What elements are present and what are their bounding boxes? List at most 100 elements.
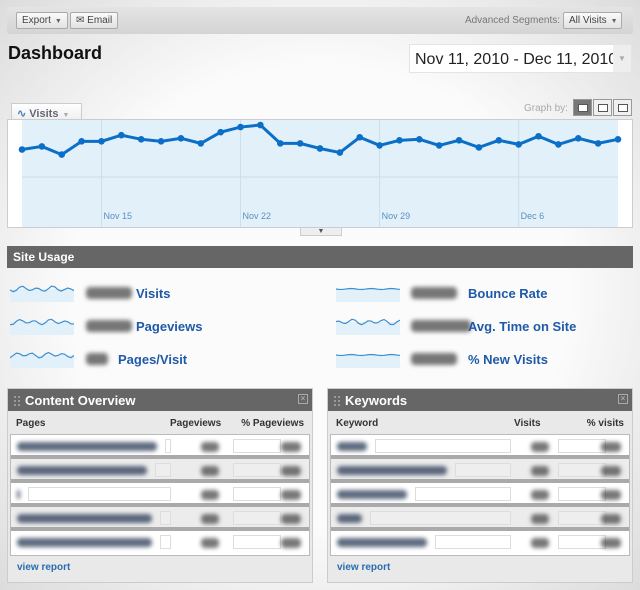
content-overview-header[interactable]: Content Overview × <box>8 389 312 411</box>
data-point[interactable] <box>614 136 622 143</box>
metric-label-link[interactable]: Avg. Time on Site <box>468 319 577 334</box>
data-point[interactable] <box>336 149 344 156</box>
data-point[interactable] <box>58 151 66 158</box>
graph-by-label: Graph by: <box>524 103 568 114</box>
x-tick-label: Nov 29 <box>382 211 411 221</box>
data-point[interactable] <box>157 138 165 145</box>
date-range-picker[interactable]: Nov 11, 2010 - Dec 11, 2010 ▼ <box>409 44 632 73</box>
data-point[interactable] <box>296 140 304 147</box>
data-point[interactable] <box>217 128 224 136</box>
data-point[interactable] <box>257 121 264 129</box>
data-point[interactable] <box>376 142 383 149</box>
data-point[interactable] <box>475 144 483 151</box>
table-row[interactable] <box>11 531 309 555</box>
metric-selector-tab[interactable]: ∿ Visits ▼ <box>11 103 82 121</box>
site-usage-header: Site Usage <box>7 246 633 268</box>
line-chart-icon: ∿ <box>17 108 27 120</box>
table-row[interactable] <box>331 435 629 459</box>
data-point[interactable] <box>98 138 105 145</box>
data-point[interactable] <box>495 137 503 144</box>
data-point[interactable] <box>18 146 26 153</box>
table-row[interactable] <box>11 507 309 531</box>
metric-label-link[interactable]: Pageviews <box>136 319 203 334</box>
metric-bounce-rate: Bounce Rate <box>336 284 636 302</box>
keywords-header[interactable]: Keywords × <box>328 389 632 411</box>
data-point[interactable] <box>396 137 403 144</box>
close-icon[interactable]: × <box>618 394 628 404</box>
data-point[interactable] <box>574 134 582 142</box>
date-range-text: Nov 11, 2010 - Dec 11, 2010 <box>415 51 618 68</box>
sparkline <box>336 318 400 335</box>
bar-cell <box>28 487 171 501</box>
chevron-down-icon[interactable]: ▼ <box>613 45 631 72</box>
row-label-redacted <box>337 514 362 523</box>
table-row[interactable] <box>331 483 629 507</box>
table-row[interactable] <box>331 531 629 555</box>
metric-label-link[interactable]: Bounce Rate <box>468 286 548 301</box>
data-point[interactable] <box>78 138 85 145</box>
metric-tab-label: Visits <box>29 108 59 120</box>
table-row[interactable] <box>11 483 309 507</box>
bar-cell <box>455 463 511 477</box>
metric-visits: Visits <box>10 284 310 302</box>
bar-cell <box>233 439 281 453</box>
table-row[interactable] <box>331 507 629 531</box>
chart-expand-handle[interactable]: ▼ <box>300 227 342 236</box>
value-redacted <box>201 514 219 524</box>
row-label-redacted <box>17 442 157 451</box>
data-point[interactable] <box>416 136 423 143</box>
data-point[interactable] <box>594 140 602 147</box>
metric-value-redacted <box>86 287 132 299</box>
keywords-panel: Keywords × Keyword Visits % visits view r… <box>327 388 633 583</box>
data-point[interactable] <box>177 134 185 142</box>
metric-label-link[interactable]: Visits <box>136 286 171 301</box>
data-point[interactable] <box>38 143 46 150</box>
metric-label-link[interactable]: Pages/Visit <box>118 352 188 367</box>
column-header: Visits <box>514 418 541 429</box>
percent-redacted <box>281 490 301 500</box>
data-point[interactable] <box>356 133 364 141</box>
data-point[interactable] <box>455 137 463 144</box>
data-point[interactable] <box>316 145 324 152</box>
data-point[interactable] <box>118 131 125 139</box>
data-point[interactable] <box>276 140 284 147</box>
table-row[interactable] <box>331 459 629 483</box>
row-label-redacted <box>337 490 407 499</box>
drag-handle-icon[interactable] <box>334 396 340 406</box>
bar-cell <box>233 487 281 501</box>
metric-value-redacted <box>411 287 457 299</box>
percent-redacted <box>281 538 301 548</box>
email-button[interactable]: ✉ Email <box>70 12 119 29</box>
sparkline <box>10 351 74 368</box>
drag-handle-icon[interactable] <box>14 396 20 406</box>
sparkline <box>336 287 400 302</box>
graph-by-month-button[interactable] <box>613 99 632 116</box>
value-redacted <box>531 538 549 548</box>
graph-by-week-button[interactable] <box>593 99 612 116</box>
close-icon[interactable]: × <box>298 394 308 404</box>
export-button[interactable]: Export ▼ <box>16 12 68 29</box>
visits-chart: Nov 15 Nov 22 Nov 29 Dec 6 <box>7 119 633 228</box>
percent-redacted <box>601 514 621 524</box>
graph-by-day-button[interactable] <box>573 99 592 116</box>
column-header: Pages <box>16 418 46 429</box>
metric-label-link[interactable]: % New Visits <box>468 352 548 367</box>
data-point[interactable] <box>435 142 443 149</box>
table-row[interactable] <box>11 459 309 483</box>
data-point[interactable] <box>237 123 244 131</box>
segments-dropdown[interactable]: All Visits ▼ <box>563 12 622 29</box>
metric-avg-time-on-site: Avg. Time on Site <box>336 317 636 335</box>
view-report-link[interactable]: view report <box>337 562 391 573</box>
column-header: Pageviews <box>170 418 222 429</box>
value-redacted <box>531 466 549 476</box>
table-row[interactable] <box>11 435 309 459</box>
percent-redacted <box>601 490 621 500</box>
data-point[interactable] <box>197 140 205 147</box>
data-point[interactable] <box>515 141 522 148</box>
data-point[interactable] <box>555 141 562 148</box>
value-redacted <box>531 514 549 524</box>
data-point[interactable] <box>535 132 542 140</box>
column-header: % visits <box>586 418 624 429</box>
data-point[interactable] <box>137 136 145 143</box>
view-report-link[interactable]: view report <box>17 562 71 573</box>
